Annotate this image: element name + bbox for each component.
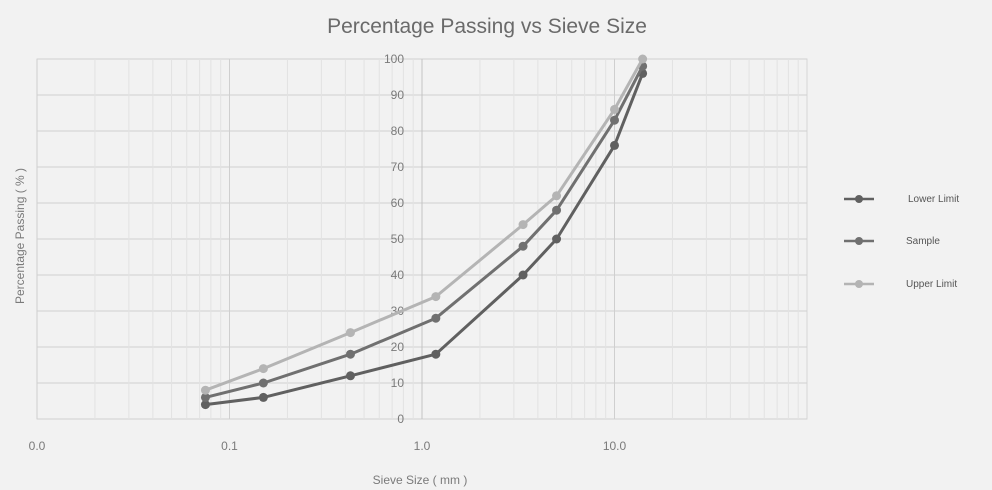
data-point: [258, 364, 268, 374]
data-point: [431, 313, 441, 323]
legend-label: Lower Limit: [908, 194, 959, 205]
data-point: [552, 205, 562, 215]
y-tick-label: 60: [391, 196, 405, 210]
legend: Lower Limit Sample Upper Limit: [844, 194, 959, 290]
data-point: [200, 392, 210, 402]
y-tick-label: 50: [391, 232, 405, 246]
y-tick-label: 80: [391, 124, 405, 138]
data-point: [345, 371, 355, 381]
legend-item: Upper Limit: [844, 279, 957, 290]
y-tick-label: 0: [397, 412, 404, 426]
data-point: [518, 241, 528, 251]
y-tick-label: 70: [391, 160, 405, 174]
series-line: [205, 65, 644, 399]
y-tick-label: 40: [391, 268, 405, 282]
series-sample: [200, 61, 648, 402]
data-point: [345, 328, 355, 338]
x-tick-label: 10.0: [603, 439, 627, 453]
series-lower-limit: [200, 68, 648, 410]
chart-title: Percentage Passing vs Sieve Size: [327, 15, 647, 38]
data-point: [258, 378, 268, 388]
data-point: [552, 191, 562, 201]
data-point: [552, 234, 562, 244]
x-tick-label: 0.0: [29, 439, 46, 453]
grid: [36, 58, 808, 420]
data-point: [610, 115, 619, 125]
series-line: [204, 58, 644, 392]
series-line: [205, 72, 644, 407]
data-point: [638, 54, 648, 64]
legend-label: Upper Limit: [906, 279, 957, 290]
x-axis: 0.0 0.1 1.0 10.0: [29, 439, 627, 453]
legend-item: Lower Limit: [844, 194, 959, 205]
data-point: [518, 220, 528, 230]
data-point: [345, 349, 355, 359]
legend-item: Sample: [844, 236, 940, 247]
y-axis-label: Percentage Passing ( % ): [13, 168, 27, 304]
legend-marker: [855, 280, 863, 288]
data-point: [200, 385, 210, 395]
data-point: [258, 392, 268, 402]
legend-label: Sample: [906, 236, 940, 247]
data-point: [200, 400, 210, 410]
data-point: [610, 140, 619, 150]
data-point: [610, 104, 619, 114]
y-tick-label: 100: [384, 52, 404, 66]
legend-marker: [855, 195, 863, 203]
series-upper-limit: [200, 54, 648, 395]
y-tick-label: 10: [391, 376, 405, 390]
y-tick-label: 20: [391, 340, 405, 354]
series-layer: [200, 54, 648, 410]
x-axis-label: Sieve Size ( mm ): [373, 473, 468, 487]
y-tick-label: 90: [391, 88, 405, 102]
x-tick-label: 1.0: [414, 439, 431, 453]
data-point: [431, 349, 441, 359]
data-point: [518, 270, 528, 280]
legend-marker: [855, 237, 863, 245]
data-point: [431, 292, 441, 302]
x-tick-label: 0.1: [221, 439, 238, 453]
